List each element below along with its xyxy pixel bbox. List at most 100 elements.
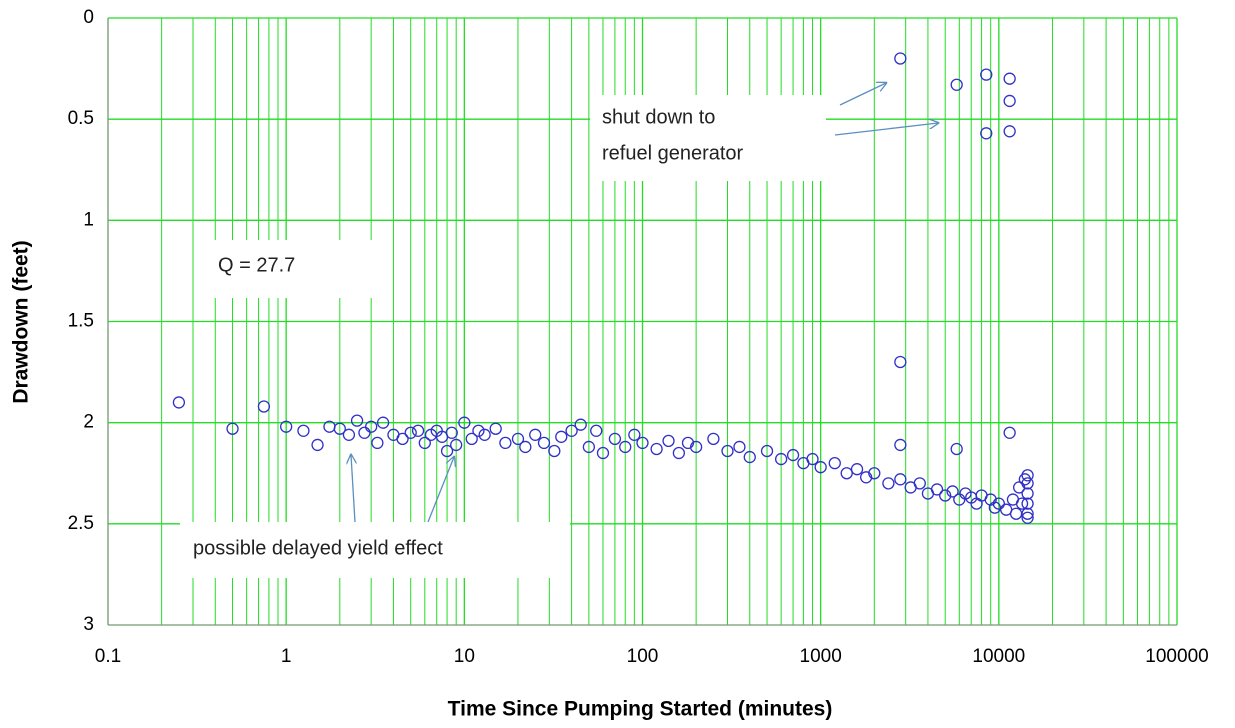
point	[894, 473, 907, 486]
point	[850, 463, 864, 476]
point	[1021, 497, 1034, 510]
annotations: shut down to refuel generator Q = 27.7 p…	[180, 83, 938, 578]
point	[226, 422, 239, 435]
point	[574, 418, 587, 431]
x-tick-label: 10000	[972, 646, 1025, 667]
x-tick-label: 0.1	[95, 646, 121, 667]
point	[582, 440, 596, 454]
point	[619, 440, 632, 454]
point	[733, 440, 746, 454]
point	[365, 420, 378, 433]
point	[1003, 426, 1016, 439]
point	[411, 424, 425, 437]
points	[172, 52, 1034, 524]
annotation-box	[590, 95, 826, 181]
point	[992, 497, 1005, 510]
point	[1003, 72, 1016, 85]
annotation-box	[180, 522, 570, 578]
point	[681, 436, 695, 450]
y-tick-label: 3	[83, 614, 94, 635]
y-tick-label: 0.5	[68, 108, 94, 129]
point	[930, 483, 944, 496]
point	[478, 428, 491, 441]
point	[707, 432, 720, 446]
point	[1021, 477, 1034, 490]
point	[939, 489, 952, 502]
point	[342, 428, 356, 441]
point	[950, 78, 963, 91]
point	[868, 467, 881, 480]
point	[689, 440, 703, 454]
point	[662, 434, 675, 448]
point	[806, 452, 819, 466]
point	[311, 438, 324, 452]
point	[376, 416, 390, 429]
x-axis-title: Time Since Pumping Started (minutes)	[448, 698, 833, 721]
point	[440, 444, 454, 458]
point	[859, 471, 873, 484]
y-tick-label: 2.5	[68, 513, 94, 534]
point	[450, 438, 463, 452]
arrow	[427, 457, 454, 523]
point	[590, 424, 603, 437]
arrow	[839, 83, 886, 106]
point	[297, 424, 310, 437]
point	[1021, 507, 1034, 520]
point	[1021, 487, 1034, 500]
point	[280, 420, 293, 433]
point	[760, 444, 774, 458]
point	[913, 477, 926, 490]
point	[499, 436, 512, 450]
y-tick-label: 0	[83, 7, 94, 28]
point	[894, 355, 907, 369]
y-tick-label: 1.5	[68, 311, 94, 332]
point	[1003, 94, 1016, 108]
point	[980, 68, 993, 81]
point	[828, 456, 841, 470]
point	[548, 444, 561, 458]
point	[596, 446, 610, 460]
point	[358, 426, 371, 439]
point	[418, 436, 431, 450]
point	[950, 442, 963, 456]
point	[458, 416, 471, 429]
y-tick-label: 1	[83, 209, 94, 230]
point	[404, 426, 417, 439]
point	[472, 424, 485, 437]
point	[511, 432, 525, 446]
x-tick-label: 1000	[800, 646, 842, 667]
point	[980, 127, 993, 140]
x-tick-label: 10	[454, 646, 475, 667]
point	[882, 477, 895, 490]
x-tick-label: 1	[281, 646, 292, 667]
x-tick-label: 100000	[1145, 646, 1208, 667]
point	[894, 438, 907, 452]
point	[608, 432, 622, 446]
point	[537, 436, 551, 450]
point	[333, 422, 346, 435]
point	[840, 467, 853, 480]
point	[628, 428, 641, 441]
point	[489, 422, 502, 435]
point	[529, 428, 542, 441]
point	[743, 450, 756, 464]
point	[1021, 511, 1034, 524]
point	[786, 448, 800, 462]
point	[894, 52, 907, 65]
point	[350, 414, 364, 427]
y-axis-title: Drawdown (feet)	[10, 240, 33, 403]
point	[172, 396, 186, 409]
point	[555, 430, 568, 443]
annotation: shut down to	[602, 106, 715, 128]
point	[1021, 469, 1034, 482]
point	[519, 440, 532, 454]
point	[1015, 497, 1029, 510]
arrow	[834, 123, 938, 136]
point	[1003, 125, 1016, 138]
point	[988, 501, 1002, 514]
annotation-box	[205, 240, 375, 298]
point	[636, 436, 649, 450]
point	[396, 432, 409, 446]
point	[774, 452, 788, 466]
